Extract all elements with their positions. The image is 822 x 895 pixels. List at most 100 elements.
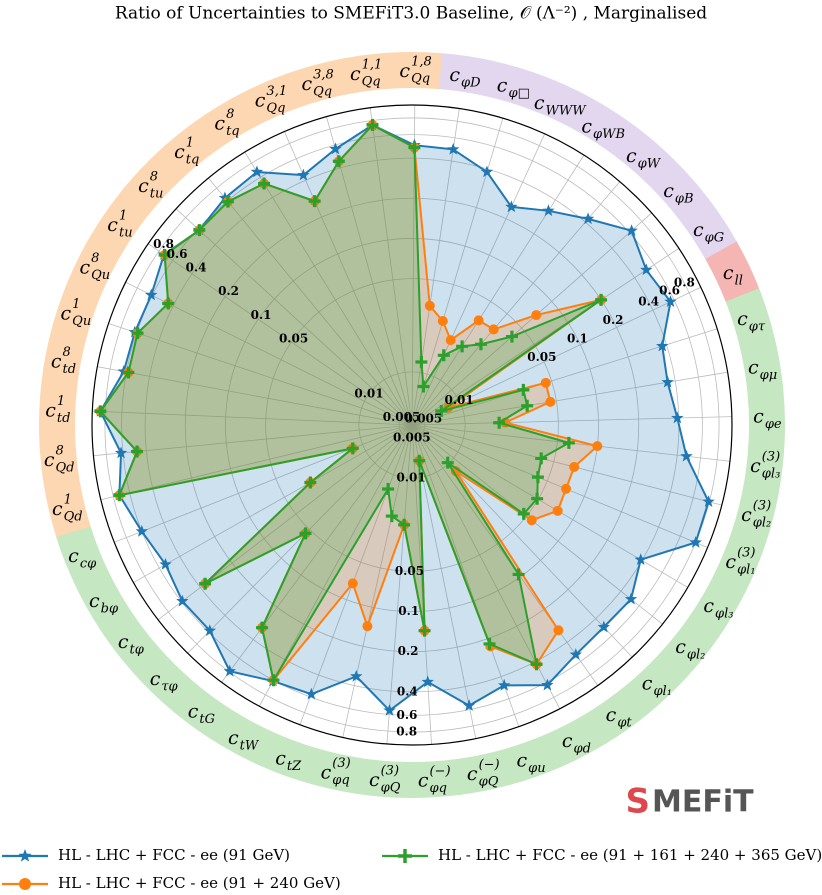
- category-label: c φe: [753, 406, 782, 433]
- ring-segment: [407, 759, 461, 798]
- spoke: [244, 151, 413, 426]
- category-label: c φl₃: [703, 595, 733, 622]
- spoke: [208, 177, 413, 426]
- category-label: c φu: [516, 750, 545, 777]
- data-point: [512, 568, 525, 581]
- label-sub: φu: [528, 761, 545, 776]
- data-point: [562, 436, 575, 449]
- data-point: [656, 339, 669, 352]
- label-base: c: [562, 730, 573, 752]
- label-sub: Qq: [411, 72, 430, 87]
- category-label: c Qd 1: [52, 492, 83, 524]
- label-base: c: [301, 73, 312, 95]
- label-base: c: [89, 590, 100, 612]
- spoke: [411, 424, 520, 727]
- category-label: c tu 8: [138, 170, 163, 202]
- ring-segment: [389, 51, 443, 90]
- data-point: [541, 678, 554, 691]
- grid-circle: [265, 278, 559, 572]
- r-tick-label: 0.4: [397, 684, 418, 698]
- ring-segment: [50, 281, 101, 341]
- label-sub: tq: [186, 153, 200, 168]
- category-label: c cφ: [68, 545, 97, 572]
- ring-segment: [660, 615, 720, 678]
- data-point: [113, 489, 126, 502]
- label-base: c: [748, 356, 759, 378]
- logo: S MEFiT: [626, 782, 755, 822]
- spoke: [299, 424, 413, 725]
- legend-marker: [18, 849, 32, 862]
- data-point: [398, 518, 411, 531]
- data-point: [483, 637, 496, 650]
- spoke: [411, 212, 652, 426]
- ring-segment: [305, 747, 363, 794]
- label-sub: Qu: [72, 314, 91, 329]
- spoke: [108, 323, 413, 426]
- label-sup: (3): [753, 498, 771, 513]
- label-sub: ll: [735, 274, 743, 289]
- label-base: c: [418, 769, 429, 791]
- category-label: c bφ: [89, 590, 119, 617]
- ring-segment: [38, 382, 78, 435]
- data-point: [159, 557, 172, 570]
- data-point: [661, 375, 674, 388]
- label-base: c: [68, 545, 79, 567]
- label-sup: (−): [429, 764, 450, 779]
- label-base: c: [449, 64, 460, 86]
- label-sup: 8: [91, 251, 99, 266]
- label-sub: φt: [617, 716, 632, 731]
- ring-segment: [587, 685, 650, 744]
- label-sub: φW: [638, 157, 662, 172]
- data-point: [702, 495, 715, 507]
- data-point: [521, 399, 534, 412]
- label-base: c: [497, 75, 508, 97]
- label-sub: φq: [429, 781, 446, 796]
- r-tick-label: 0.005: [393, 430, 431, 444]
- data-point: [366, 119, 379, 132]
- r-tick-label: 0.005: [405, 412, 443, 426]
- label-sub: tZ: [287, 759, 302, 774]
- data-point: [569, 461, 580, 472]
- label-base: c: [516, 750, 527, 772]
- label-sub: φQ: [479, 774, 499, 789]
- data-point: [135, 524, 148, 537]
- ring-segment: [169, 680, 231, 740]
- data-point: [595, 293, 608, 306]
- label-base: c: [321, 762, 332, 784]
- r-tick-label: 0.05: [279, 331, 308, 345]
- category-label: c Qd 8: [44, 444, 75, 476]
- label-base: c: [52, 498, 63, 520]
- label-base: c: [44, 449, 55, 471]
- label-base: c: [138, 175, 149, 197]
- data-point: [203, 624, 217, 636]
- data-point: [689, 536, 702, 548]
- label-base: c: [723, 262, 734, 284]
- logo-text: MEFiT: [652, 785, 754, 820]
- label-sup: 3,8: [313, 67, 334, 82]
- data-point: [493, 416, 506, 429]
- r-tick-label: 0.2: [398, 644, 419, 658]
- label-base: c: [741, 504, 752, 526]
- data-point: [592, 441, 603, 452]
- data-point: [640, 263, 653, 276]
- category-label: c φl₂: [675, 636, 705, 663]
- data-point: [634, 553, 647, 565]
- label-base: c: [693, 219, 704, 241]
- ring-segment: [625, 652, 688, 714]
- spoke: [187, 424, 413, 654]
- label-sup: 1,1: [362, 58, 383, 73]
- data-point: [624, 592, 638, 605]
- data-point: [531, 310, 542, 321]
- data-point: [385, 510, 398, 523]
- label-base: c: [725, 551, 736, 573]
- spoke: [157, 424, 413, 621]
- legend-label: HL - LHC + FCC - ee (91 GeV): [58, 846, 290, 864]
- label-base: c: [581, 116, 592, 138]
- data-point: [350, 669, 363, 682]
- category-label: c tu 1: [107, 208, 132, 240]
- label-base: c: [703, 595, 714, 617]
- data-point: [94, 405, 107, 418]
- label-sup: 8: [62, 345, 70, 360]
- category-label: c tG: [188, 700, 215, 727]
- label-base: c: [675, 636, 686, 658]
